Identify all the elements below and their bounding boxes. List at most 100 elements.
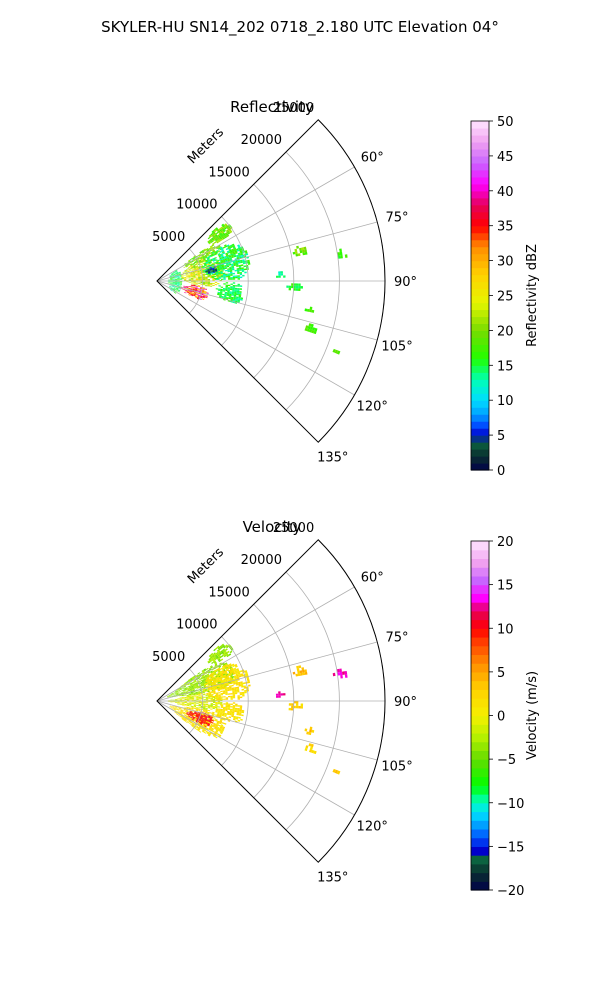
velocity-echo-bin — [237, 708, 240, 710]
velocity-echo-bin — [181, 697, 185, 698]
reflectivity-echo-bin — [280, 273, 284, 276]
velocity-echo-bin — [199, 718, 202, 720]
velocity-echo-bin — [192, 716, 196, 718]
velocity-colorbar-segment — [471, 602, 489, 612]
velocity-colorbar-segment — [471, 584, 489, 594]
reflectivity-echo-bin — [190, 275, 194, 277]
velocity-echo-bin — [183, 719, 186, 722]
velocity-echo-bin — [217, 654, 221, 657]
velocity-echo-bin — [198, 698, 202, 700]
reflectivity-echo-bin — [205, 252, 209, 255]
velocity-echo-bin — [186, 714, 189, 716]
velocity-echo-bin — [169, 705, 173, 707]
reflectivity-colorbar-segment — [471, 281, 489, 290]
reflectivity-echo-bin — [208, 261, 211, 264]
reflectivity-echo-bin — [190, 275, 194, 277]
reflectivity-echo-bin — [195, 285, 198, 287]
reflectivity-echo-bin — [219, 232, 223, 236]
reflectivity-echo-bin — [177, 277, 180, 279]
velocity-echo-bin — [196, 686, 199, 689]
velocity-echo-bin — [202, 722, 206, 725]
velocity-echo-bin — [188, 714, 191, 716]
velocity-echo-bin — [228, 704, 231, 707]
reflectivity-colorbar-segment — [471, 190, 489, 199]
reflectivity-echo-bin — [183, 277, 187, 279]
reflectivity-echo-bin — [301, 247, 305, 251]
velocity-echo-bin — [188, 707, 192, 709]
velocity-echo-bin — [203, 689, 206, 691]
velocity-echo-bin — [208, 733, 211, 736]
reflectivity-echo-bin — [215, 231, 219, 235]
reflectivity-echo-bin — [247, 259, 250, 262]
velocity-echo-cell — [304, 726, 315, 736]
velocity-echo-bin — [197, 728, 200, 731]
reflectivity-echo-bin — [202, 257, 206, 260]
reflectivity-colorbar-segment — [471, 407, 489, 415]
reflectivity-colorbar-segment — [471, 330, 489, 338]
velocity-echo-bin — [187, 688, 190, 690]
velocity-echo-bin — [219, 687, 223, 689]
reflectivity-echo-bin — [241, 268, 245, 271]
velocity-echo-bin — [185, 710, 188, 713]
velocity-echo-bin — [174, 706, 177, 708]
velocity-echo-bin — [205, 696, 209, 698]
velocity-echo-bin — [205, 701, 209, 703]
velocity-echo-bin — [189, 696, 192, 698]
reflectivity-echo-bin — [214, 234, 218, 237]
reflectivity-colorbar-segment — [471, 323, 489, 331]
velocity-echo-bin — [173, 708, 176, 710]
reflectivity-echo-bin — [202, 284, 206, 286]
velocity-echo-bin — [187, 690, 191, 692]
velocity-echo-bin — [213, 702, 216, 703]
velocity-echo-bin — [205, 679, 208, 682]
velocity-echo-bin — [203, 720, 206, 723]
velocity-echo-bin — [188, 695, 192, 697]
velocity-echo-bin — [233, 717, 236, 720]
reflectivity-azimuth-spoke — [156, 280, 378, 341]
velocity-echo-bin — [205, 690, 209, 692]
velocity-echo-bin — [247, 681, 251, 684]
velocity-echo-bin — [191, 699, 194, 701]
reflectivity-echo-bin — [205, 279, 208, 281]
reflectivity-echo-bin — [221, 231, 224, 234]
velocity-echo-bin — [308, 731, 312, 736]
velocity-echo-bin — [220, 679, 223, 682]
reflectivity-echo-bin — [276, 275, 279, 278]
reflectivity-echo-bin — [236, 249, 240, 252]
velocity-echo-bin — [224, 665, 228, 668]
reflectivity-echo-bin — [237, 252, 241, 255]
velocity-echo-bin — [202, 725, 205, 728]
reflectivity-echo-bin — [215, 246, 219, 249]
velocity-echo-bin — [183, 685, 186, 688]
velocity-echo-bin — [175, 699, 178, 701]
velocity-echo-bin — [212, 678, 215, 681]
reflectivity-echo-bin — [212, 275, 215, 277]
reflectivity-echo-bin — [217, 268, 220, 271]
velocity-echo-bin — [211, 727, 215, 730]
velocity-echo-bin — [218, 665, 222, 668]
velocity-echo-bin — [309, 729, 312, 733]
reflectivity-echo-bin — [171, 274, 175, 276]
velocity-echo-bin — [209, 684, 212, 686]
velocity-echo-bin — [198, 706, 201, 708]
velocity-echo-bin — [195, 715, 199, 717]
reflectivity-echo-bin — [176, 286, 179, 288]
reflectivity-echo-bin — [222, 252, 226, 255]
reflectivity-echo-bin — [214, 257, 217, 259]
velocity-echo-bin — [175, 699, 178, 700]
velocity-echo-bin — [166, 695, 170, 697]
velocity-colorbar-tick-label: −15 — [497, 840, 524, 855]
reflectivity-echo-bin — [193, 294, 196, 296]
reflectivity-echo-bin — [232, 286, 236, 288]
velocity-echo-bin — [174, 707, 177, 710]
velocity-echo-bin — [180, 709, 184, 711]
velocity-echo-bin — [207, 688, 211, 691]
reflectivity-echo-bin — [235, 296, 239, 299]
velocity-range-tick-label: 10000 — [176, 618, 217, 633]
reflectivity-echo-bin — [214, 237, 218, 241]
reflectivity-echo-bin — [332, 348, 336, 353]
velocity-echo-bin — [203, 705, 206, 707]
velocity-echo-bin — [218, 724, 221, 727]
reflectivity-echo-bin — [238, 248, 242, 251]
reflectivity-echo-bin — [178, 271, 181, 273]
